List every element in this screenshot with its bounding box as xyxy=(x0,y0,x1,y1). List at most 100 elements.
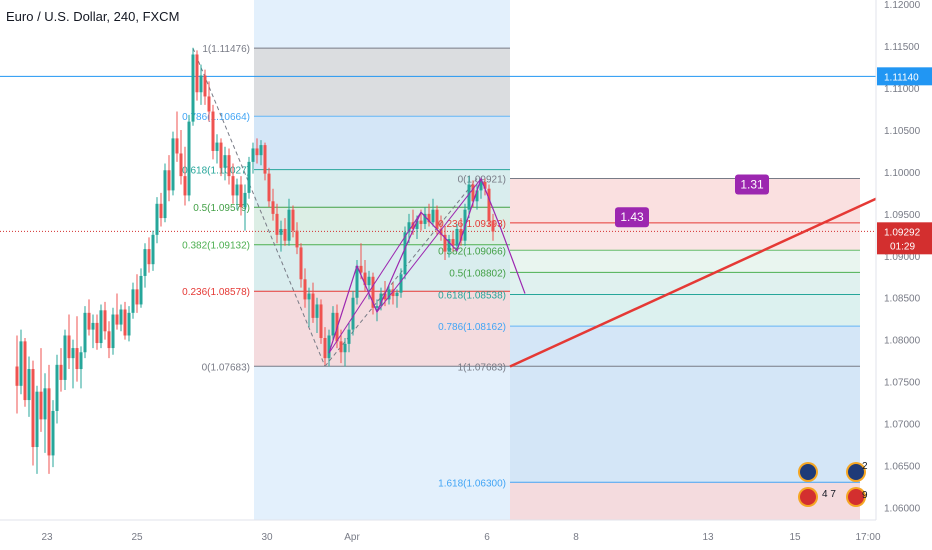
candle-body xyxy=(87,312,91,330)
candle-body xyxy=(251,148,255,162)
candle-body xyxy=(375,306,379,308)
candle-body xyxy=(227,155,231,177)
event-badge-count: 2 xyxy=(862,461,868,472)
candle-body xyxy=(343,343,347,353)
candle-body xyxy=(167,170,171,191)
candle-body xyxy=(403,232,407,275)
candle-body xyxy=(323,338,327,359)
candle-body xyxy=(223,155,227,168)
candle-body xyxy=(435,209,439,229)
candle-body xyxy=(459,228,463,241)
price-tick-label: 1.08500 xyxy=(884,294,921,305)
candle-body xyxy=(451,239,455,246)
price-tick-label: 1.11000 xyxy=(884,84,920,95)
time-tick-label: 23 xyxy=(41,532,53,543)
candle-body xyxy=(235,184,239,196)
candle-body xyxy=(331,312,335,336)
candle-body xyxy=(311,293,315,318)
candle-body xyxy=(487,188,491,221)
candle-body xyxy=(163,170,167,219)
candle-body xyxy=(355,265,359,298)
candle-body xyxy=(363,272,367,286)
candle-body xyxy=(119,309,123,325)
fib2-band xyxy=(510,222,860,251)
candle-body xyxy=(447,239,451,252)
fib1-level-label: 1(1.11476) xyxy=(202,44,250,55)
fib2-band xyxy=(510,250,860,273)
fib2-band xyxy=(510,178,860,223)
candle-body xyxy=(395,292,399,297)
event-badge-count: 9 xyxy=(862,490,868,501)
fib1-connector xyxy=(192,47,326,367)
last-price-tag xyxy=(877,222,932,255)
price-tick-label: 1.12000 xyxy=(884,0,921,11)
candle-body xyxy=(287,209,291,241)
candle-body xyxy=(371,276,375,308)
candle-body xyxy=(483,182,487,189)
candle-body xyxy=(455,228,459,246)
candle-body xyxy=(143,249,147,276)
fib2-band xyxy=(510,294,860,327)
candle-body xyxy=(439,228,443,235)
price-axis xyxy=(876,0,932,550)
candle-body xyxy=(59,364,63,380)
price-tick-label: 1.09000 xyxy=(884,252,921,263)
candle-body xyxy=(123,309,127,336)
economic-event-badge xyxy=(846,487,866,507)
flag-icon xyxy=(800,464,816,480)
candle-body xyxy=(203,75,207,97)
candle-body xyxy=(171,138,175,191)
candle-body xyxy=(63,335,67,380)
candle-body xyxy=(107,331,111,349)
time-tick-label: 25 xyxy=(131,532,143,543)
candle-body xyxy=(443,234,447,252)
price-tick-label: 1.09500 xyxy=(884,210,921,221)
fib1-level-label: 0.786(1.10664) xyxy=(182,112,250,123)
candle-body xyxy=(31,369,35,448)
fib1-level-label: 0.5(1.09579) xyxy=(193,203,250,214)
fib2-level-label: 1.618(1.06300) xyxy=(438,478,506,489)
time-tick-label: 30 xyxy=(261,532,273,543)
time-tick-label: 6 xyxy=(484,532,490,543)
candle-body xyxy=(195,54,199,93)
fib2-level-label: 1(1.07683) xyxy=(458,362,506,373)
candle-body xyxy=(179,153,183,177)
pattern-ratio-label: 1.43 xyxy=(620,210,644,224)
fib1-band xyxy=(254,48,510,117)
event-badge-count: 4 7 xyxy=(822,489,836,500)
candle-body xyxy=(215,142,219,151)
candle-body xyxy=(115,314,119,325)
candle-body xyxy=(231,176,235,196)
fib1-level-label: 0.618(1.10027) xyxy=(182,166,250,177)
candle-body xyxy=(127,312,131,336)
candle-body xyxy=(131,289,135,313)
candle-body xyxy=(267,173,271,202)
candle-body xyxy=(471,184,475,202)
price-tick-label: 1.11500 xyxy=(884,42,920,53)
price-tick-label: 1.10500 xyxy=(884,126,921,137)
candle-body xyxy=(423,213,427,224)
candle-body xyxy=(399,274,403,293)
price-tick-label: 1.07500 xyxy=(884,378,921,389)
candle-body xyxy=(219,142,223,168)
fib1-level-label: 0.382(1.09132) xyxy=(182,241,250,252)
candle-body xyxy=(155,203,159,235)
time-tick-label: 8 xyxy=(573,532,579,543)
candle-body xyxy=(359,265,363,273)
candle-body xyxy=(91,322,95,330)
candle-body xyxy=(135,289,139,305)
economic-event-badge xyxy=(798,487,818,507)
candle-body xyxy=(367,276,371,286)
horizontal-line-price-tag xyxy=(877,67,932,86)
candle-body xyxy=(319,304,323,338)
candle-body xyxy=(79,352,83,370)
candle-body xyxy=(27,369,31,401)
pattern-ratio-box xyxy=(735,174,769,195)
candle-body xyxy=(283,228,287,241)
fib2-level-label: 0.382(1.09066) xyxy=(438,246,506,257)
candle-body xyxy=(51,410,55,456)
economic-event-badge xyxy=(798,462,818,482)
fib1-level-label: 0.236(1.08578) xyxy=(182,287,250,298)
candle-body xyxy=(427,213,431,223)
